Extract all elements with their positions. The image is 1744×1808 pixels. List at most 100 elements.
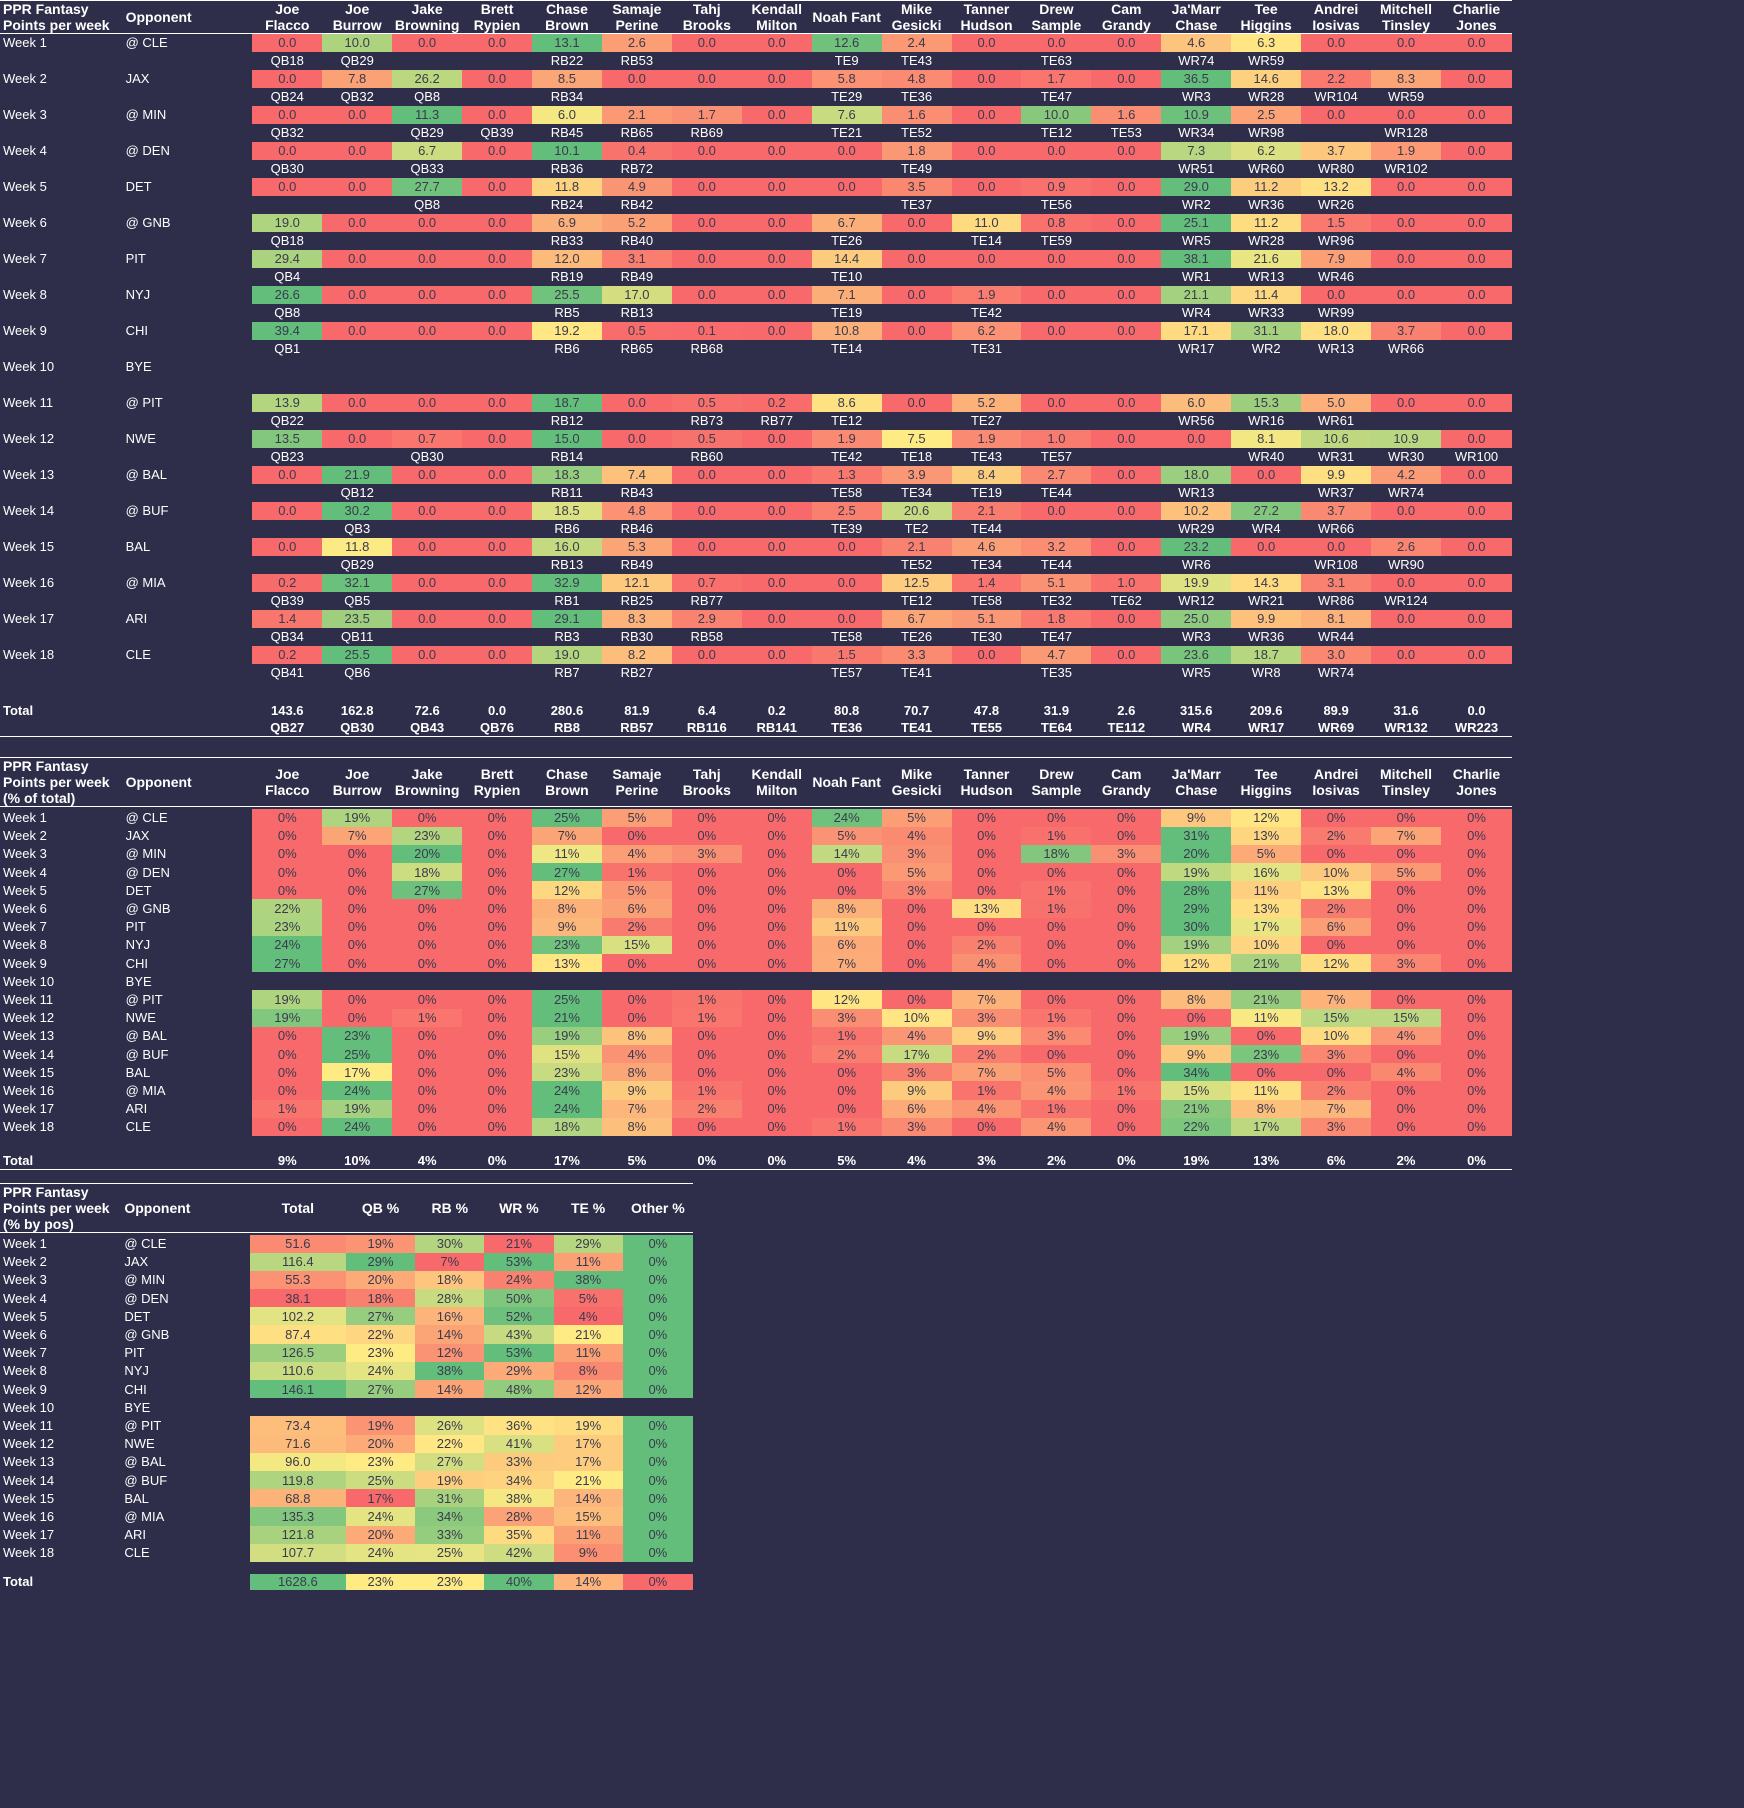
rank-cell (322, 232, 392, 250)
percent-cell: 19% (322, 808, 393, 827)
position-cell: 20% (345, 1525, 416, 1544)
percent-cell: 0% (1371, 844, 1441, 864)
percent-cell: 0% (252, 808, 323, 827)
points-cell: 0.0 (462, 501, 532, 520)
percent-cell: 7% (951, 1063, 1022, 1082)
percent-cell: 0% (741, 1008, 812, 1027)
points-cell: 0.0 (1440, 645, 1512, 664)
total-cell: 47.8 (973, 703, 1000, 718)
total-rank-cell: QB43 (410, 720, 445, 736)
rank-cell (1441, 340, 1512, 358)
position-cell: 30% (415, 1234, 485, 1253)
empty-cell (1021, 972, 1091, 990)
percent-cell: 8% (601, 1117, 672, 1136)
rank-cell: RB65 (620, 341, 654, 356)
rank-cell: WR4 (1181, 305, 1211, 320)
empty-cell (252, 972, 322, 990)
points-cell: 10.2 (1161, 501, 1232, 520)
percent-cell: 0% (392, 954, 463, 973)
week-rank-row: QB32 QB29 QB39 RB45 RB65 RB69 TE21 TE52 TE12 TE53… (0, 124, 1512, 142)
opponent-label: ARI (125, 1101, 148, 1117)
points-cell: 8.1 (1231, 429, 1302, 448)
rank-cell: RB69 (690, 125, 724, 140)
percent-cell: 19% (322, 1099, 393, 1118)
percent-cell: 0% (741, 935, 812, 954)
percent-cell: 10% (1301, 863, 1372, 882)
rank-cell: TE58 (831, 485, 863, 500)
percent-cell: 5% (1371, 863, 1441, 882)
percent-cell: 18% (532, 1117, 602, 1136)
week-label: Week 7 (3, 919, 47, 935)
position-cell: 126.5 (249, 1343, 346, 1362)
percent-cell: 0% (462, 881, 532, 900)
percent-cell: 0% (1440, 1099, 1512, 1118)
rank-cell: RB68 (690, 341, 724, 356)
points-cell: 0.0 (462, 249, 532, 268)
rank-cell: WR12 (1178, 593, 1215, 608)
percent-cell: 0% (462, 1044, 532, 1064)
points-cell: 0.0 (392, 285, 463, 304)
rank-cell: TE18 (901, 449, 933, 464)
position-cell: 5% (553, 1289, 623, 1308)
player-header: Mike Gesicki (891, 1, 942, 33)
rank-cell (1021, 520, 1091, 538)
percent-cell: 8% (1161, 990, 1232, 1009)
rank-cell: WR102 (1384, 161, 1428, 176)
percent-cell: 10% (1231, 935, 1302, 954)
rank-cell: RB77 (690, 593, 724, 608)
rank-cell: WR59 (1387, 89, 1425, 104)
opponent-label: @ DEN (125, 864, 170, 880)
percent-cell: 0% (1371, 1117, 1441, 1136)
percent-cell: 1% (1021, 899, 1092, 918)
points-cell: 7.5 (881, 429, 952, 448)
rank-cell: TE42 (831, 449, 863, 464)
week-percent-row: Week 10 BYE (0, 972, 1512, 990)
percent-cell: 0% (462, 1117, 532, 1136)
total-cell: 0% (697, 1153, 717, 1169)
total-label: Total (3, 1574, 34, 1590)
player-header: Jake Browning (394, 766, 460, 798)
percent-cell: 8% (601, 1063, 672, 1082)
total-cell: 2% (1396, 1153, 1416, 1169)
opponent-label: CLE (125, 1119, 151, 1135)
position-cell: 9% (553, 1543, 623, 1562)
rank-cell: WR29 (1178, 521, 1215, 536)
points-cell: 0.0 (1091, 213, 1162, 232)
points-cell: 0.0 (671, 69, 742, 88)
position-row: Week 3 @ MIN 55.3 20% 18% 24% 38% 0% (0, 1270, 693, 1290)
rank-cell (882, 340, 952, 358)
percent-cell: 0% (951, 844, 1022, 864)
position-cell: 27% (415, 1452, 485, 1471)
position-row: Week 12 NWE 71.6 20% 22% 41% 17% 0% (0, 1434, 693, 1453)
week-label: Week 13 (3, 1028, 55, 1044)
percent-cell: 0% (1440, 881, 1512, 900)
percent-cell: 0% (462, 826, 532, 845)
position-row: Week 14 @ BUF 119.8 25% 19% 34% 21% 0% (0, 1470, 693, 1490)
spacer (123, 124, 253, 142)
rank-cell: WR1 (1181, 269, 1211, 284)
rank-cell: QB18 (270, 53, 304, 68)
points-cell: 0.0 (671, 141, 742, 160)
opponent-label: NYJ (124, 1363, 149, 1379)
percent-cell: 2% (1301, 826, 1372, 845)
points-cell: 27.2 (1231, 501, 1302, 520)
empty-cell (462, 358, 532, 376)
percent-cell: 24% (532, 1081, 602, 1100)
percent-cell: 1% (1021, 881, 1092, 900)
percent-cell: 19% (252, 990, 323, 1009)
empty-cell (484, 1398, 553, 1416)
points-cell: 10.1 (532, 141, 602, 160)
rank-cell (742, 160, 812, 178)
week-label: Week 5 (3, 179, 47, 194)
week-points-row: Week 17 ARI 1.4 23.5 0.0 0.0 29.1 8.3 2.9 0.0 0.0 6… (0, 609, 1512, 628)
position-cell: 102.2 (249, 1307, 346, 1326)
position-cell: 15% (553, 1507, 623, 1526)
points-cell: 6.7 (811, 213, 882, 232)
points-cell: 19.0 (532, 645, 602, 664)
position-total-cell: 40% (484, 1573, 554, 1590)
rank-cell: QB29 (340, 557, 374, 572)
rank-cell (462, 268, 532, 286)
points-cell: 0.0 (1440, 285, 1512, 304)
points-cell: 0.0 (322, 177, 393, 196)
percent-cell: 0% (1231, 1026, 1302, 1045)
